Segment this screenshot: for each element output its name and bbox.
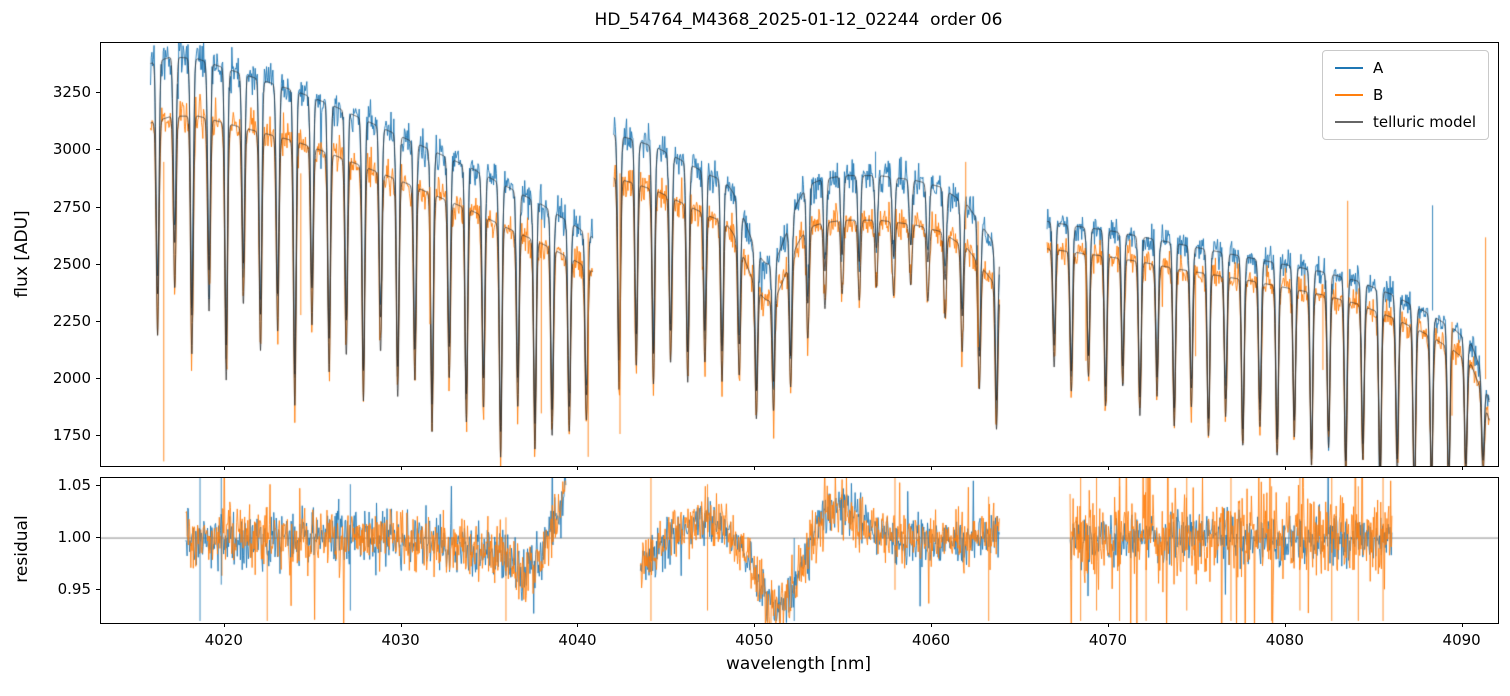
legend-label-telluric-model: telluric model [1372,113,1476,131]
tick-mark [96,320,100,322]
y-tick-label: 0.95 [57,579,91,598]
y-tick-label: 2500 [52,254,91,273]
y-tick-label: 1.00 [57,528,91,547]
tick-mark [754,623,756,627]
tick-mark [96,588,100,590]
legend-entry-telluric-model: telluric model [1334,113,1476,131]
flux-panel: A B telluric model [100,42,1499,467]
telluric-model-line-swatch [1334,121,1363,123]
tick-mark [577,466,579,470]
tick-mark [96,435,100,437]
tick-mark [931,623,933,627]
tick-mark [1107,623,1109,627]
tick-mark [96,263,100,265]
chart-title: HD_54764_M4368_2025-01-12_02244 order 06 [594,10,1003,30]
tick-mark [1461,623,1463,627]
legend-entry-b: B [1334,86,1476,104]
x-tick-label: 4030 [381,631,420,649]
tick-mark [96,149,100,151]
y-tick-label: 1.05 [57,476,91,495]
x-tick-label: 4060 [912,631,951,649]
tick-mark [96,537,100,539]
x-tick-label: 4080 [1265,631,1304,649]
y-tick-label: 1750 [52,426,91,445]
tick-mark [931,466,933,470]
x-tick-label: 4050 [735,631,774,649]
y-tick-label: 2750 [52,197,91,216]
series-a-line-swatch [1334,67,1363,69]
tick-mark [400,623,402,627]
y-tick-label: 2000 [52,369,91,388]
legend: A B telluric model [1321,50,1489,140]
tick-mark [223,466,225,470]
residual-panel [100,477,1499,624]
tick-mark [223,623,225,627]
tick-mark [96,206,100,208]
tick-mark [1107,466,1109,470]
tick-mark [754,466,756,470]
tick-mark [96,92,100,94]
flux-plot-canvas [101,43,1498,466]
x-tick-label: 4020 [204,631,243,649]
series-b-line-swatch [1334,94,1363,96]
legend-entry-a: A [1334,59,1476,77]
x-tick-label: 4040 [558,631,597,649]
tick-mark [577,623,579,627]
tick-mark [96,378,100,380]
y-tick-label: 2250 [52,311,91,330]
legend-label-b: B [1372,86,1384,104]
y-tick-label: 3000 [52,140,91,159]
tick-mark [1461,466,1463,470]
tick-mark [96,485,100,487]
legend-label-a: A [1372,59,1384,77]
residual-axis-label: residual [12,515,32,583]
tick-mark [400,466,402,470]
residual-plot-canvas [101,478,1498,623]
x-tick-label: 4070 [1088,631,1128,649]
x-axis-label: wavelength [nm] [725,654,872,674]
tick-mark [1284,466,1286,470]
tick-mark [1284,623,1286,627]
x-tick-label: 4090 [1442,631,1481,649]
y-tick-label: 3250 [52,83,91,102]
